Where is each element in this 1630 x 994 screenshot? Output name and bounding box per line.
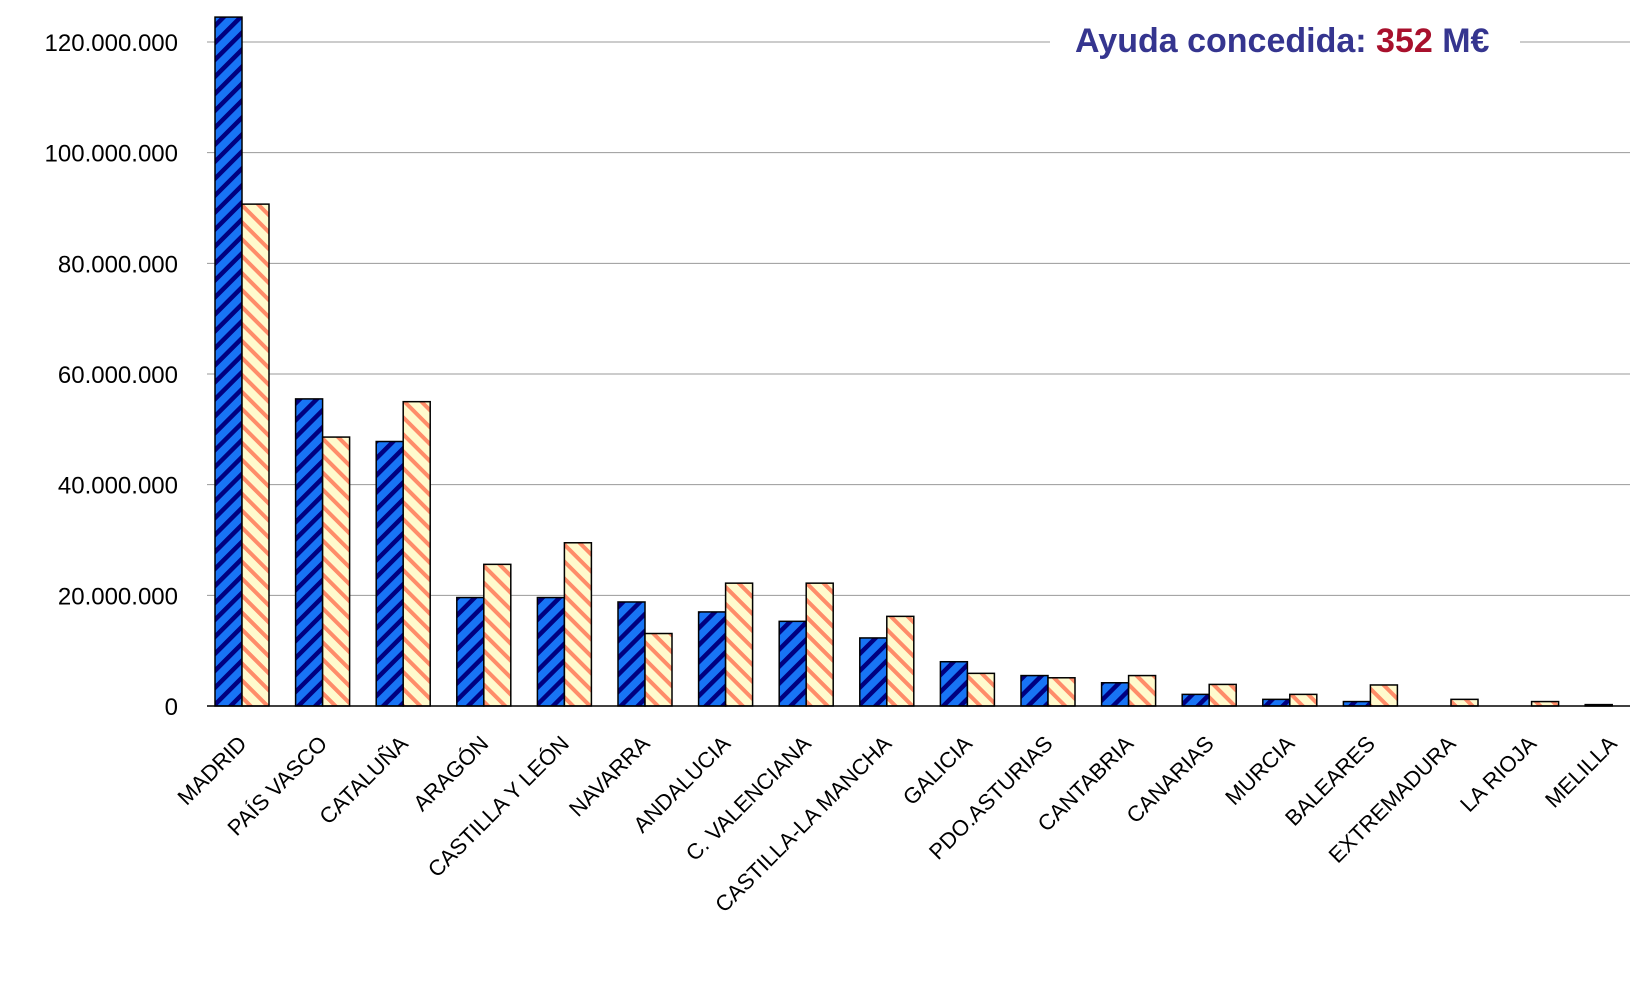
bar-series-2 — [402, 400, 431, 707]
x-tick-label: MADRID — [172, 731, 251, 810]
bar-series-1 — [939, 660, 969, 707]
y-tick-label: 0 — [165, 694, 178, 721]
bar-series-2 — [966, 672, 996, 707]
bar-series-1 — [1262, 698, 1291, 707]
gridlines — [207, 41, 1630, 596]
bar-series-2 — [563, 542, 593, 707]
y-tick-label: 60.000.000 — [58, 362, 178, 389]
bar-series-2 — [321, 436, 351, 707]
bar-series-1 — [778, 620, 807, 707]
x-tick-label: CATALUÑA — [314, 731, 413, 830]
bar-series-1 — [1181, 693, 1210, 707]
y-tick-label: 20.000.000 — [58, 583, 178, 610]
x-tick-label: CANARIAS — [1122, 731, 1219, 828]
bar-series-2 — [1289, 693, 1318, 707]
x-tick-label: LA RIOJA — [1455, 731, 1541, 817]
bar-series-1 — [697, 611, 727, 707]
bar-series-2 — [241, 203, 270, 707]
bar-series-2 — [886, 615, 915, 707]
x-tick-label: CASTILLA Y LEÓN — [423, 731, 574, 882]
y-tick-label: 100.000.000 — [45, 141, 178, 168]
x-tick-label: GALICIA — [898, 731, 977, 810]
bar-series-2 — [1047, 677, 1076, 707]
title-value: 352 — [1376, 22, 1433, 60]
title-background — [1050, 14, 1520, 72]
bar-series-2 — [1208, 683, 1237, 707]
bar-series-2 — [805, 582, 834, 707]
bar-series-2 — [1369, 684, 1399, 707]
bar-series-1 — [536, 596, 566, 707]
y-tick-label: 40.000.000 — [58, 473, 178, 500]
bar-series-1 — [375, 440, 404, 707]
bar-series-1 — [1020, 674, 1049, 707]
bar-series-2 — [724, 582, 754, 707]
y-tick-label: 120.000.000 — [45, 30, 178, 57]
bar-series-1 — [859, 637, 888, 707]
y-tick-label: 80.000.000 — [58, 251, 178, 278]
y-axis-tick-labels: 0 20.000.000 40.000.000 60.000.000 80.000.00… — [45, 30, 178, 721]
bar-series-1 — [617, 601, 646, 707]
bar-series-1 — [456, 596, 485, 707]
bar-series-1 — [1100, 682, 1130, 707]
x-tick-label: ARAGÓN — [408, 731, 493, 816]
title-unit: M€ — [1433, 22, 1490, 60]
bar-series-2 — [1450, 698, 1479, 707]
bar-series-2 — [1127, 674, 1157, 707]
bar-series-1 — [294, 398, 324, 707]
bars — [214, 16, 1613, 707]
title-prefix: Ayuda concedida: — [1075, 22, 1376, 60]
bar-series-1 — [214, 16, 243, 707]
chart-title: Ayuda concedida: 352 M€ — [1075, 22, 1490, 60]
x-tick-label: MURCIA — [1220, 731, 1299, 810]
chart-title-banner: Ayuda concedida: 352 M€ — [1050, 14, 1520, 72]
x-tick-label: MELILLA — [1540, 731, 1622, 813]
bar-series-2 — [644, 632, 673, 707]
bar-series-2 — [483, 563, 512, 707]
